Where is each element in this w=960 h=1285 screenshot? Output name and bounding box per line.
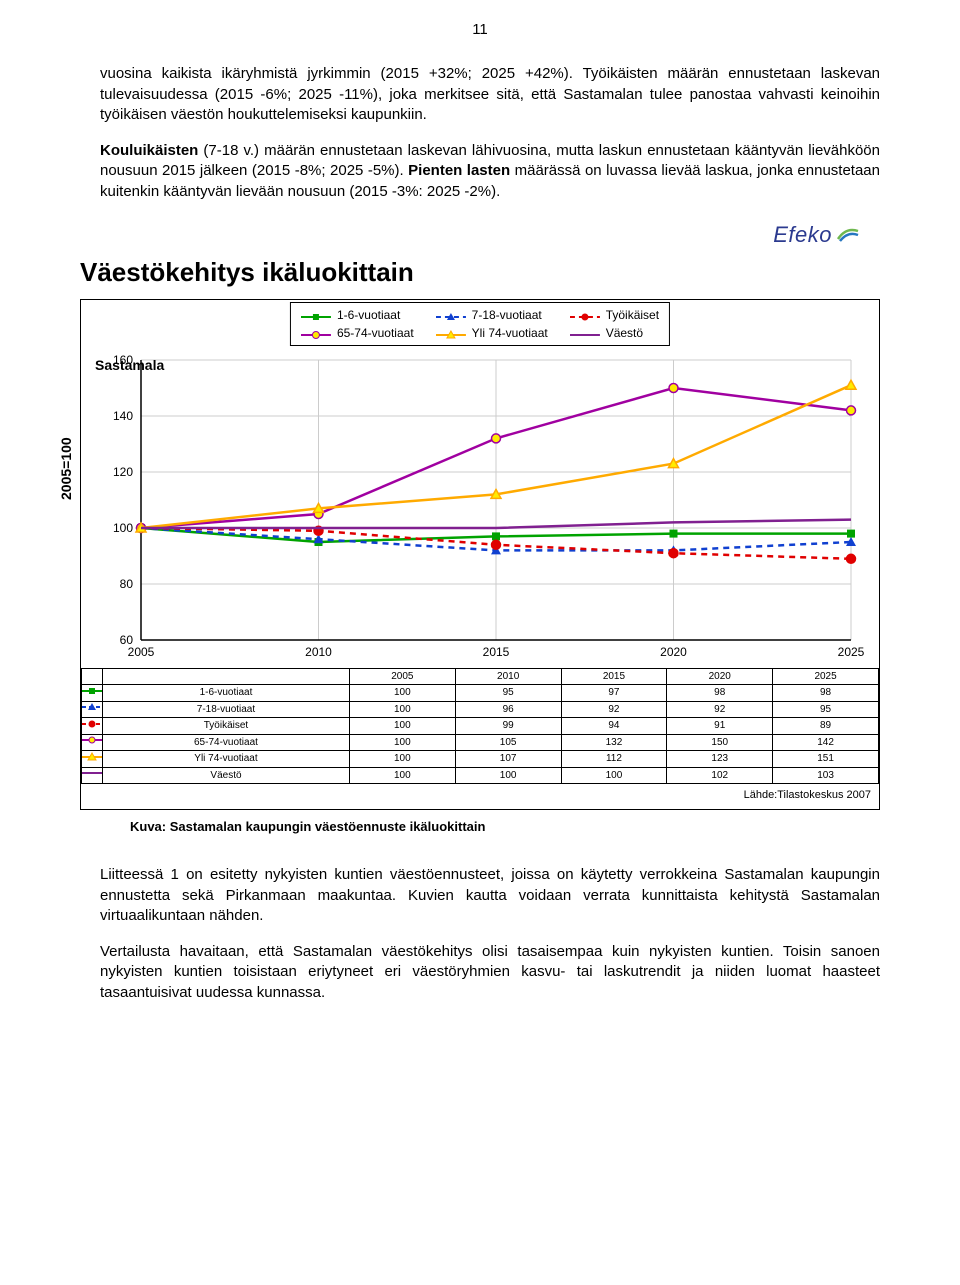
legend-label: Työikäiset <box>606 307 659 323</box>
bold-pienten: Pienten lasten <box>408 162 510 179</box>
legend-item-6: Väestö <box>570 325 659 341</box>
svg-text:2020: 2020 <box>660 645 687 659</box>
svg-text:140: 140 <box>113 409 133 423</box>
svg-text:2005: 2005 <box>128 645 155 659</box>
logo-text: Efeko <box>773 220 832 250</box>
svg-text:80: 80 <box>120 577 134 591</box>
svg-text:2015: 2015 <box>483 645 510 659</box>
paragraph-2: Kouluikäisten (7-18 v.) määrän ennusteta… <box>100 141 880 202</box>
legend: 1-6-vuotiaat 7-18-vuotiaat Työikäiset 65… <box>290 302 670 346</box>
y-axis-label: 2005=100 <box>57 437 76 500</box>
page-number: 11 <box>60 20 900 40</box>
chart-title: Väestökehitys ikäluokittain <box>80 255 900 290</box>
legend-label: 65-74-vuotiaat <box>337 325 414 341</box>
legend-label: Väestö <box>606 325 643 341</box>
legend-item-1: 1-6-vuotiaat <box>301 307 414 323</box>
svg-text:100: 100 <box>113 521 133 535</box>
legend-label: Yli 74-vuotiaat <box>472 325 548 341</box>
data-table: 200520102015202020251-6-vuotiaat10095979… <box>81 668 879 785</box>
paragraph-3: Liitteessä 1 on esitetty nykyisten kunti… <box>100 865 880 926</box>
svg-text:120: 120 <box>113 465 133 479</box>
paragraph-1: vuosina kaikista ikäryhmistä jyrkimmin (… <box>100 64 880 125</box>
paragraph-4: Vertailusta havaitaan, että Sastamalan v… <box>100 942 880 1003</box>
bold-kouluikaiset: Kouluikäisten <box>100 142 198 159</box>
svg-text:2010: 2010 <box>305 645 332 659</box>
legend-label: 1-6-vuotiaat <box>337 307 400 323</box>
legend-item-3: Työikäiset <box>570 307 659 323</box>
efeko-logo: Efeko <box>60 220 860 250</box>
figure-caption: Kuva: Sastamalan kaupungin väestöennuste… <box>130 818 880 836</box>
chart-frame: 1-6-vuotiaat 7-18-vuotiaat Työikäiset 65… <box>80 299 880 810</box>
svg-text:2025: 2025 <box>838 645 865 659</box>
legend-item-5: Yli 74-vuotiaat <box>436 325 548 341</box>
legend-item-4: 65-74-vuotiaat <box>301 325 414 341</box>
chart-svg: 608010012014016020052010201520202025 <box>81 300 881 670</box>
swoosh-icon <box>836 225 860 245</box>
region-label: Sastamala <box>95 356 164 375</box>
source-label: Lähde:Tilastokeskus 2007 <box>81 784 879 809</box>
legend-label: 7-18-vuotiaat <box>472 307 542 323</box>
legend-item-2: 7-18-vuotiaat <box>436 307 548 323</box>
